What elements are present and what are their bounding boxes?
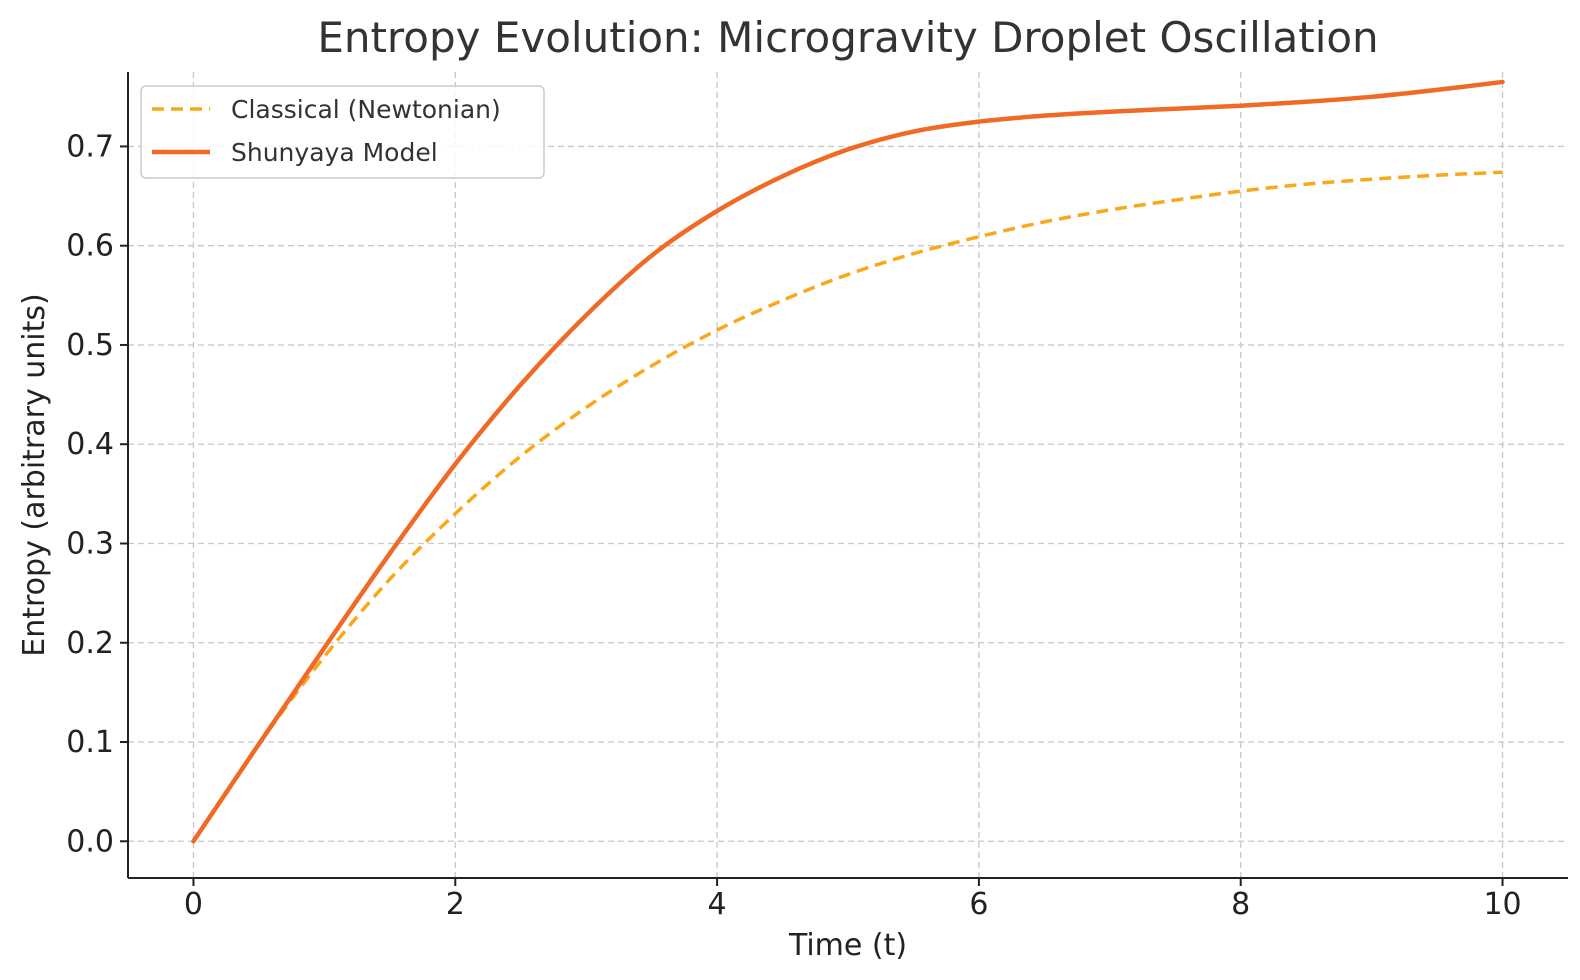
legend-label-shunyaya: Shunyaya Model — [231, 138, 438, 167]
x-tick-label: 10 — [1483, 887, 1521, 922]
legend-box — [140, 85, 545, 179]
y-tick-label: 0.2 — [66, 626, 114, 661]
chart-title: Entropy Evolution: Microgravity Droplet … — [317, 13, 1378, 62]
grid — [128, 72, 1568, 878]
y-axis-label: Entropy (arbitrary units) — [17, 293, 52, 656]
x-tick-label: 6 — [969, 887, 988, 922]
x-axis-label: Time (t) — [788, 928, 907, 963]
y-tick-label: 0.3 — [66, 526, 114, 561]
series-line-classical — [192, 170, 1503, 843]
axes — [127, 72, 1568, 879]
y-tick-label: 0.6 — [66, 229, 114, 264]
x-tick-label: 0 — [184, 887, 203, 922]
legend-label-classical: Classical (Newtonian) — [231, 95, 501, 124]
y-tick-label: 0.5 — [66, 328, 114, 363]
legend: Classical (Newtonian) Shunyaya Model — [140, 85, 545, 179]
series-line-shunyaya — [191, 79, 1505, 844]
y-tick-label: 0.1 — [66, 725, 114, 760]
x-tick-label: 8 — [1231, 887, 1250, 922]
x-tick-label: 2 — [446, 887, 465, 922]
y-tick-label: 0.7 — [66, 129, 114, 164]
y-tick-label: 0.4 — [66, 427, 114, 462]
ticks: 0 2 4 6 8 10 0.0 0.1 0.2 0.3 0.4 0.5 0.6 0.7 — [66, 129, 1521, 922]
series-lines — [191, 79, 1505, 844]
y-tick-label: 0.0 — [66, 824, 114, 859]
x-tick-label: 4 — [708, 887, 727, 922]
